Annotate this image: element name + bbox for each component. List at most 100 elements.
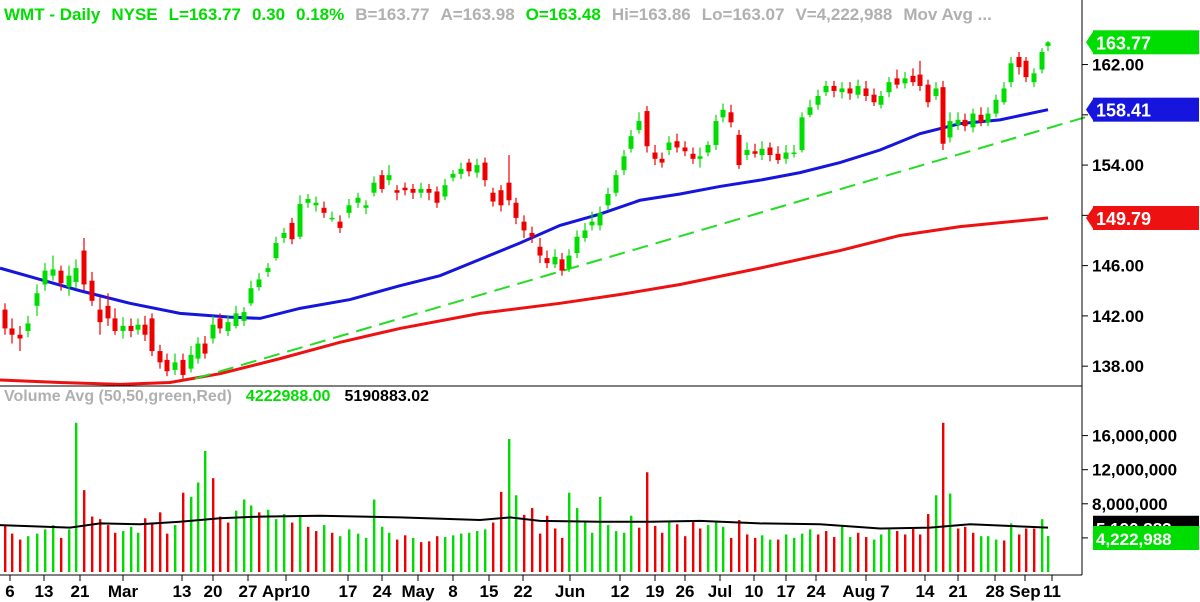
candle xyxy=(682,141,688,157)
candle-body xyxy=(925,84,931,103)
candle xyxy=(894,69,900,89)
candle-body xyxy=(474,165,480,173)
candle xyxy=(775,146,781,164)
x-tick-label: Jun xyxy=(555,582,585,601)
volume-value-2: 5190883.02 xyxy=(344,388,429,405)
volume-bar xyxy=(4,525,7,572)
volume-bar xyxy=(99,519,102,572)
candle xyxy=(97,297,103,335)
candle xyxy=(1016,51,1022,75)
candle-body xyxy=(791,152,797,155)
candle-body xyxy=(902,78,908,84)
candle-body xyxy=(217,318,223,329)
candle xyxy=(521,215,527,238)
candle-body xyxy=(9,328,15,335)
volume-bar xyxy=(412,537,415,572)
price-tick-label: 138.00 xyxy=(1092,357,1144,376)
candle xyxy=(582,222,588,242)
volume-tick-label: 16,000,000 xyxy=(1092,427,1177,446)
candle xyxy=(823,80,829,96)
volume-bar xyxy=(357,533,360,572)
candle-body xyxy=(917,74,923,86)
candle xyxy=(482,157,488,187)
candle xyxy=(807,99,813,118)
candle-body xyxy=(281,232,287,238)
volume-bar xyxy=(880,534,883,572)
volume-bar xyxy=(159,512,162,572)
candle-body xyxy=(394,190,400,193)
volume-bar xyxy=(980,536,983,572)
candle-body xyxy=(313,202,319,206)
candle xyxy=(434,186,440,208)
candle xyxy=(910,68,916,86)
candle-body xyxy=(955,119,961,125)
candle xyxy=(605,187,611,211)
volume-bar xyxy=(801,533,804,572)
x-tick-label: 21 xyxy=(71,582,90,601)
x-tick-label: 17 xyxy=(339,582,358,601)
volume-bar xyxy=(452,535,455,572)
candle xyxy=(697,147,703,168)
volume-bar xyxy=(243,499,246,572)
moving-average-line xyxy=(0,108,1049,320)
x-tick-label: 26 xyxy=(676,582,695,601)
candle xyxy=(142,315,148,342)
candle-body xyxy=(807,107,813,115)
candle xyxy=(628,129,634,153)
volume-bar xyxy=(114,532,117,572)
candle xyxy=(506,155,512,206)
candle xyxy=(379,170,385,193)
volume-bar xyxy=(777,539,780,572)
candle xyxy=(902,72,908,89)
candle-body xyxy=(379,175,385,189)
volume-bar xyxy=(568,492,571,572)
volume-bar xyxy=(591,532,594,572)
candle-body xyxy=(1023,60,1029,78)
volume-bar xyxy=(174,525,177,572)
volume-bar xyxy=(668,520,671,572)
candle xyxy=(195,337,201,364)
candle-body xyxy=(418,188,424,193)
volume-bar xyxy=(11,533,14,572)
candle xyxy=(73,259,79,289)
candle-body xyxy=(73,268,79,282)
x-tick-label: 27 xyxy=(239,582,258,601)
volume-bar xyxy=(987,536,990,572)
candle xyxy=(450,170,456,182)
volume-tick-label: 12,000,000 xyxy=(1092,461,1177,480)
candle xyxy=(157,344,163,369)
candle xyxy=(659,152,665,168)
volume-bar xyxy=(1010,523,1013,572)
candle-body xyxy=(195,343,201,359)
candle xyxy=(297,195,303,240)
volume-bar xyxy=(396,539,399,572)
volume-bar xyxy=(144,518,147,572)
candle xyxy=(529,226,535,243)
volume-bar xyxy=(436,536,439,572)
candle-body xyxy=(759,148,765,156)
candle-body xyxy=(799,117,805,151)
volume-average-line xyxy=(0,514,1049,530)
volume-bar xyxy=(809,529,812,572)
candle xyxy=(720,103,726,123)
candle-body xyxy=(34,293,40,306)
candle-body xyxy=(574,236,580,254)
volume-bar xyxy=(715,521,718,572)
volume-bar xyxy=(661,532,664,572)
candle xyxy=(466,158,472,177)
candle xyxy=(799,112,805,153)
candle xyxy=(402,182,408,196)
volume-bar xyxy=(942,422,945,572)
candle xyxy=(744,142,750,161)
candle-body xyxy=(210,324,216,339)
volume-bar xyxy=(793,537,796,572)
high-value: Hi=163.86 xyxy=(611,5,691,24)
volume-bar xyxy=(508,438,511,572)
volume-bar xyxy=(849,537,852,572)
last-price: L=163.77 xyxy=(168,5,241,24)
candle xyxy=(597,206,603,231)
candle-body xyxy=(482,162,488,181)
volume-bar xyxy=(428,541,431,572)
volume-bar xyxy=(476,531,479,572)
volume-bar xyxy=(949,493,952,572)
